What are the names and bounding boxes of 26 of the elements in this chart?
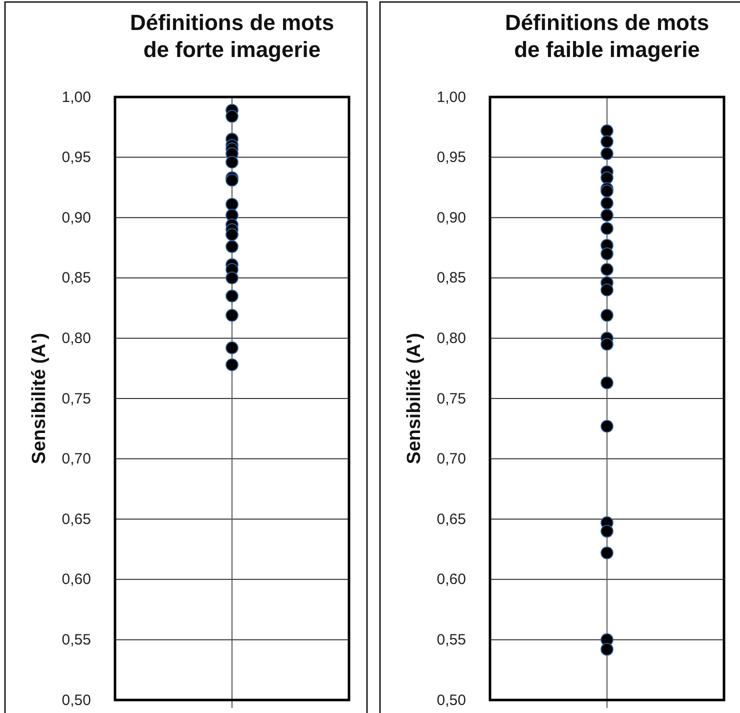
y-tick-label: 0,50 <box>436 692 466 709</box>
y-tick-label: 0,95 <box>62 149 91 166</box>
y-tick-label: 1,00 <box>436 88 466 106</box>
y-tick-label: 0,80 <box>62 330 91 347</box>
y-axis-title: Sensibilité (A') <box>29 332 50 464</box>
y-tick-label: 0,90 <box>436 209 466 226</box>
chart-title: Définitions de mots de forte imagerie <box>130 10 334 62</box>
y-tick-label: 0,70 <box>62 450 91 468</box>
y-tick-label: 0,95 <box>436 149 466 166</box>
y-tick-label: 1,00 <box>62 88 91 106</box>
y-tick-label: 0,55 <box>62 632 91 648</box>
y-axis-title: Sensibilité (A') <box>404 332 425 464</box>
y-tick-label: 0,65 <box>436 510 466 528</box>
y-tick-label: 0,80 <box>436 330 466 347</box>
y-tick-label: 0,55 <box>436 632 466 648</box>
y-tick-label: 0,70 <box>436 450 466 468</box>
chart-title: Définitions de mots de faible imagerie <box>504 10 710 62</box>
y-tick-label: 0,60 <box>62 571 91 588</box>
y-tick-label: 0,65 <box>62 510 91 528</box>
y-tick-label: 0,85 <box>436 270 466 287</box>
y-tick-label: 0,75 <box>436 390 466 408</box>
y-tick-label: 0,85 <box>62 270 91 287</box>
y-tick-label: 0,60 <box>436 571 466 588</box>
y-tick-label: 0,50 <box>62 692 91 709</box>
y-tick-label: 0,90 <box>62 209 91 226</box>
y-tick-label: 0,75 <box>62 390 91 408</box>
